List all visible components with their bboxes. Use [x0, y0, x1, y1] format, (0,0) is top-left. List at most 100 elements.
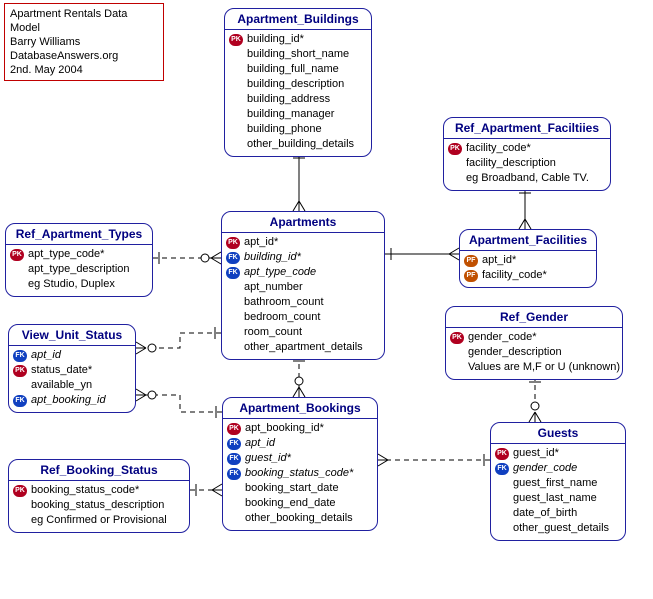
fk-key-icon: FK — [226, 252, 240, 264]
pk-key-icon: PK — [448, 143, 462, 155]
attr-name: other_apartment_details — [244, 340, 363, 355]
attr-row: eg Broadband, Cable TV. — [448, 171, 606, 186]
key-spacer — [495, 508, 509, 520]
attr-name: Values are M,F or U (unknown) — [468, 360, 620, 375]
attr-name: room_count — [244, 325, 302, 340]
key-spacer — [226, 297, 240, 309]
attr-name: guest_id* — [245, 451, 291, 466]
attr-name: available_yn — [31, 378, 92, 393]
info-line: Barry Williams — [10, 35, 158, 49]
attr-name: bedroom_count — [244, 310, 320, 325]
attr-name: facility_description — [466, 156, 556, 171]
attr-row: available_yn — [13, 378, 131, 393]
attr-row: other_building_details — [229, 137, 367, 152]
key-spacer — [13, 380, 27, 392]
attr-row: FK apt_type_code — [226, 265, 380, 280]
attr-name: facility_code* — [482, 268, 547, 283]
entity-ref_apartment_facilities: Ref_Apartment_FaciltiiesPKfacility_code*… — [443, 117, 611, 191]
attr-name: apt_type_code* — [28, 247, 104, 262]
entity-title: Ref_Gender — [446, 307, 622, 328]
entity-body: PKguest_id*FKgender_codeguest_first_name… — [491, 444, 625, 540]
connector-apartments-viewunit — [136, 333, 221, 348]
attr-row: building_address — [229, 92, 367, 107]
fk-key-icon: FK — [227, 453, 241, 465]
pk-key-icon: PK — [229, 34, 243, 46]
attr-row: PKapt_booking_id* — [227, 421, 373, 436]
attr-name: eg Broadband, Cable TV. — [466, 171, 589, 186]
attr-name: building_manager — [247, 107, 334, 122]
fk-key-icon: FK — [226, 267, 240, 279]
entity-title: View_Unit_Status — [9, 325, 135, 346]
entity-body: FKapt_idPKstatus_date*available_ynFKapt_… — [9, 346, 135, 412]
attr-row: building_manager — [229, 107, 367, 122]
key-spacer — [495, 523, 509, 535]
entity-ref_gender: Ref_Gender PK gender_code*gender_descripti… — [445, 306, 623, 380]
key-spacer — [226, 282, 240, 294]
attr-name: booking_start_date — [245, 481, 339, 496]
attr-name: building_id* — [244, 250, 301, 265]
entity-title: Apartment_Bookings — [223, 398, 377, 419]
fk-key-icon: FK — [227, 438, 241, 450]
entity-body: PKapt_id* FK building_id* FK apt_type_codeap… — [222, 233, 384, 359]
attr-row: PKapt_id* — [226, 235, 380, 250]
attr-name: guest_first_name — [513, 476, 597, 491]
attr-name: gender_code* — [468, 330, 537, 345]
attr-row: gender_description — [450, 345, 618, 360]
fk-key-icon: FK — [13, 395, 27, 407]
entity-title: Apartment_Buildings — [225, 9, 371, 30]
entity-body: PKapt_type_code*apt_type_descriptioneg S… — [6, 245, 152, 296]
entity-view_unit_status: View_Unit_StatusFKapt_idPKstatus_date*av… — [8, 324, 136, 413]
attr-name: apt_number — [244, 280, 303, 295]
key-spacer — [450, 362, 464, 374]
entity-apartment_bookings: Apartment_Bookings PKapt_booking_id* FK apt… — [222, 397, 378, 531]
attr-row: FK booking_status_code* — [227, 466, 373, 481]
attr-name: apt_id — [245, 436, 275, 451]
entity-ref_apartment_types: Ref_Apartment_TypesPKapt_type_code*apt_t… — [5, 223, 153, 297]
key-spacer — [227, 498, 241, 510]
attr-row: PFfacility_code* — [464, 268, 592, 283]
attr-row: bedroom_count — [226, 310, 380, 325]
key-spacer — [450, 347, 464, 359]
key-spacer — [448, 173, 462, 185]
attr-row: PK building_id* — [229, 32, 367, 47]
entity-apartment_buildings: Apartment_Buildings PK building_id*buildin… — [224, 8, 372, 157]
attr-row: PK gender_code* — [450, 330, 618, 345]
attr-row: PKfacility_code* — [448, 141, 606, 156]
attr-name: booking_status_code* — [245, 466, 353, 481]
pk-key-icon: PK — [13, 365, 27, 377]
attr-row: FK apt_id — [227, 436, 373, 451]
entity-body: PK gender_code*gender_descriptionValues a… — [446, 328, 622, 379]
attr-row: FKgender_code — [495, 461, 621, 476]
attr-name: other_guest_details — [513, 521, 609, 536]
attr-row: eg Studio, Duplex — [10, 277, 148, 292]
info-line: DatabaseAnswers.org — [10, 49, 158, 63]
attr-row: apt_type_description — [10, 262, 148, 277]
fk-key-icon: FK — [227, 468, 241, 480]
attr-name: apt_type_code — [244, 265, 316, 280]
entity-title: Guests — [491, 423, 625, 444]
entity-body: PFapt_id*PFfacility_code* — [460, 251, 596, 287]
attr-name: guest_last_name — [513, 491, 597, 506]
key-spacer — [229, 49, 243, 61]
entity-apartment_facilities: Apartment_FacilitiesPFapt_id*PFfacility_… — [459, 229, 597, 288]
entity-guests: GuestsPKguest_id*FKgender_codeguest_firs… — [490, 422, 626, 541]
attr-row: other_guest_details — [495, 521, 621, 536]
key-spacer — [229, 64, 243, 76]
pk-key-icon: PK — [450, 332, 464, 344]
attr-row: building_description — [229, 77, 367, 92]
attr-name: apt_type_description — [28, 262, 130, 277]
attr-row: facility_description — [448, 156, 606, 171]
entity-body: PKbooking_status_code*booking_status_des… — [9, 481, 189, 532]
key-spacer — [226, 342, 240, 354]
attr-name: building_id* — [247, 32, 304, 47]
attr-name: building_phone — [247, 122, 322, 137]
attr-row: room_count — [226, 325, 380, 340]
entity-title: Apartment_Facilities — [460, 230, 596, 251]
attr-name: eg Studio, Duplex — [28, 277, 115, 292]
key-spacer — [229, 124, 243, 136]
attr-row: FKapt_id — [13, 348, 131, 363]
attr-name: building_full_name — [247, 62, 339, 77]
entity-body: PKbuilding_id*building_short_namebuildin… — [225, 30, 371, 156]
attr-name: booking_status_description — [31, 498, 164, 513]
info-line: 2nd. May 2004 — [10, 63, 158, 77]
